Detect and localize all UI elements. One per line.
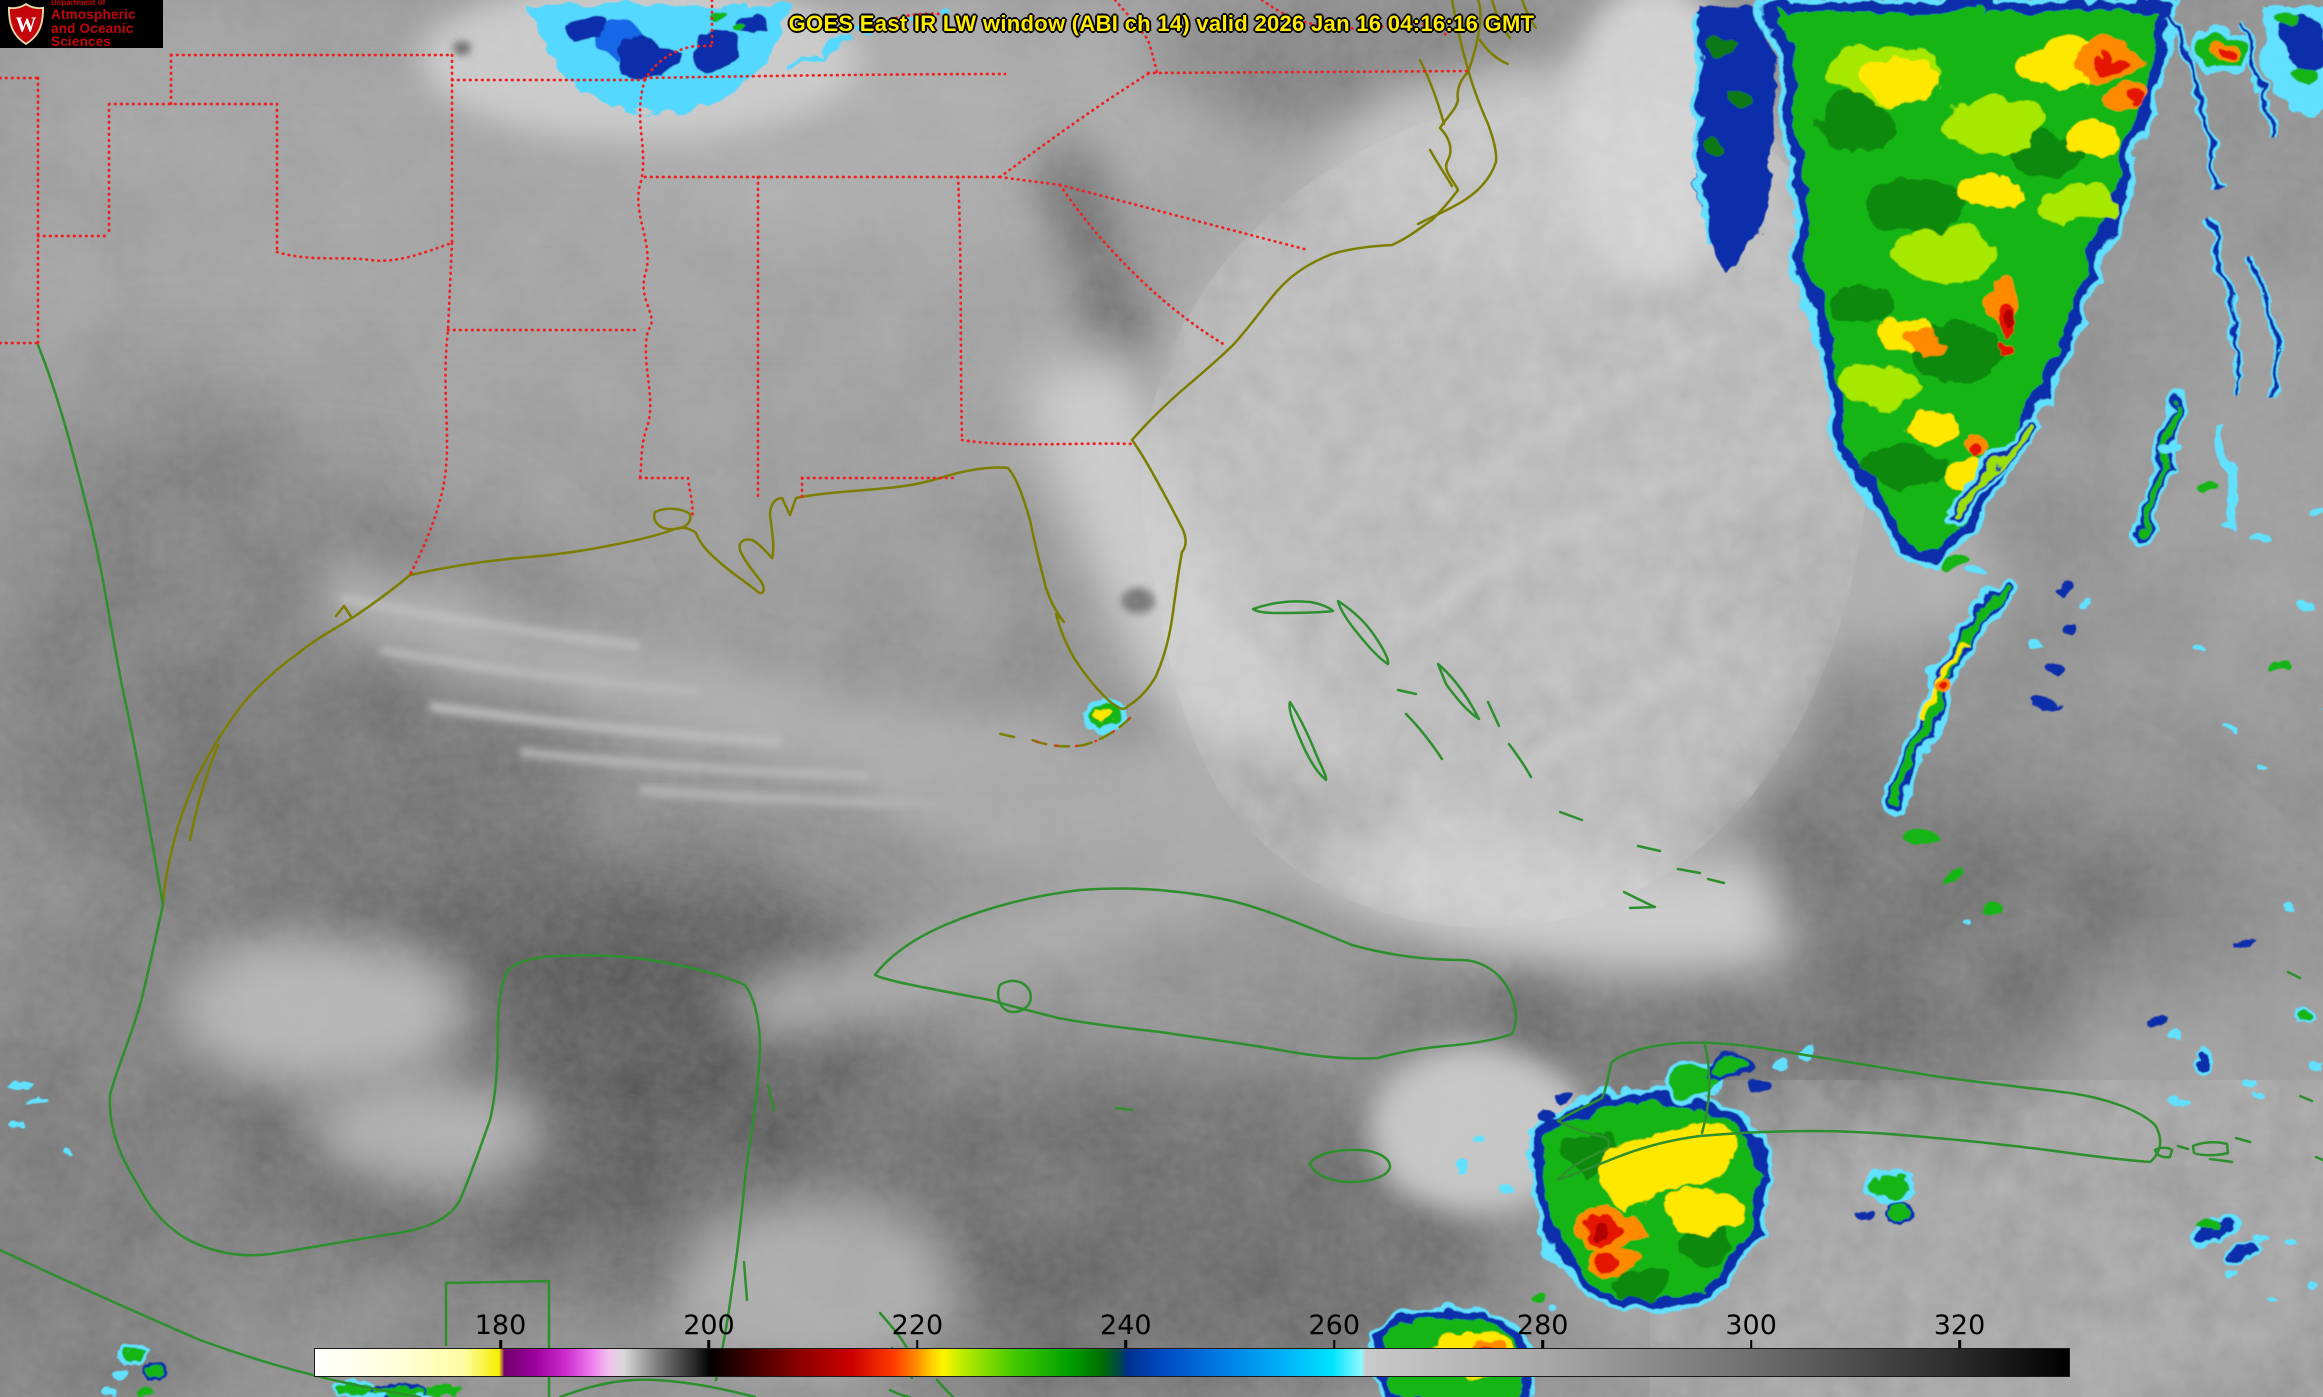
- logo-dept-line: Department of: [51, 0, 106, 8]
- cuba-outline: [873, 887, 1518, 1060]
- puerto-rico: [2153, 970, 2323, 1164]
- image-title: GOES East IR LW window (ABI ch 14) valid…: [788, 11, 1535, 36]
- international-borders: [0, 343, 2323, 1397]
- svg-text:W: W: [16, 13, 37, 37]
- storm-cell-bahamas: [1081, 695, 1125, 731]
- rio-grande-border: [36, 343, 165, 907]
- state-borders: [0, 0, 1470, 577]
- pacific-coastline: [0, 1248, 422, 1397]
- storm-front-trailing-bands: [1881, 389, 2323, 920]
- storm-small-cells: [6, 695, 2320, 1397]
- logo-name-line1: Atmospheric: [51, 7, 136, 23]
- outer-banks: [1416, 0, 1498, 226]
- storm-atlantic-front: [1687, 0, 2323, 565]
- storm-cell-pacific-coast: [102, 1341, 165, 1395]
- coastlines: [161, 0, 1538, 907]
- uw-crest-icon: W: [7, 2, 45, 46]
- gulf-atlantic-coastline: [408, 0, 1482, 711]
- bahamas-islands: [1114, 599, 1726, 1112]
- jamaica-outline: [1308, 1148, 1392, 1184]
- logo-name-line2: and Oceanic Sciences: [51, 20, 134, 50]
- uw-aos-logo: W Department of Atmospheric and Oceanic …: [0, 0, 163, 50]
- florida-keys: [994, 716, 1132, 748]
- hispaniola-outline: [1556, 1041, 2162, 1182]
- pontchartrain: [653, 507, 692, 531]
- mexico-coastline: [108, 903, 762, 1382]
- colorbar-gradient: [314, 1348, 2070, 1377]
